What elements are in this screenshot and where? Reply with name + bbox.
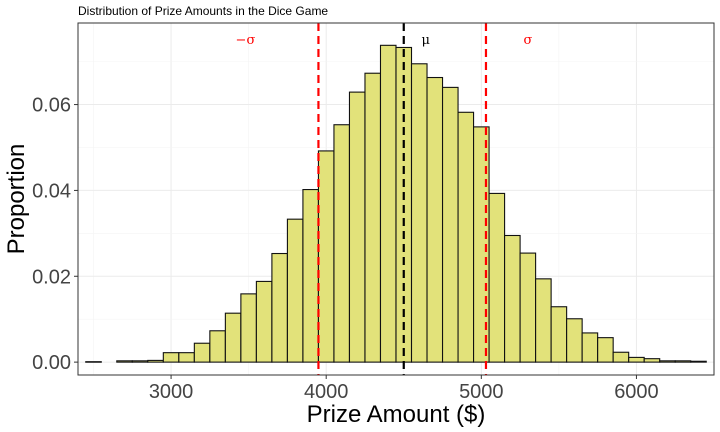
histogram-bar xyxy=(488,192,506,363)
y-tick-label: 0.06 xyxy=(32,95,71,117)
chart-title: Distribution of Prize Amounts in the Dic… xyxy=(78,4,328,18)
histogram-bar xyxy=(441,86,459,363)
histogram-bar xyxy=(597,337,614,363)
x-axis-title: Prize Amount ($) xyxy=(307,401,486,428)
histogram-bar xyxy=(255,280,273,363)
x-tick-label: 5000 xyxy=(459,381,504,403)
histogram-bar xyxy=(612,351,630,363)
histogram-bar xyxy=(690,360,707,363)
y-tick-label: 0.04 xyxy=(32,180,71,202)
x-axis-ticks: 3000 4000 5000 6000 xyxy=(149,375,659,403)
histogram-bar xyxy=(116,360,133,363)
histogram-bars xyxy=(85,44,707,363)
reference-labels: −σ μ σ xyxy=(236,33,533,48)
plot-panel-border xyxy=(77,22,715,376)
reference-label: μ xyxy=(422,33,430,48)
histogram-bar xyxy=(535,278,552,363)
histogram-bar xyxy=(379,44,397,363)
y-axis-title: Proportion xyxy=(3,144,30,255)
histogram-bar xyxy=(659,360,676,363)
histogram-bar xyxy=(519,252,537,363)
y-tick-label: 0.00 xyxy=(32,352,71,374)
y-axis-ticks: 0.00 0.02 0.04 0.06 xyxy=(32,95,78,374)
histogram-bar xyxy=(178,352,195,363)
histogram-bar xyxy=(162,352,180,363)
histogram-bar xyxy=(131,360,149,363)
histogram-bar xyxy=(410,63,428,363)
x-tick-label: 4000 xyxy=(304,381,349,403)
x-tick-label: 6000 xyxy=(614,381,659,403)
reference-label: −σ xyxy=(236,33,256,48)
histogram-bar xyxy=(643,358,661,363)
histogram-bar xyxy=(333,124,351,363)
histogram-bar xyxy=(240,293,257,363)
histogram-bar xyxy=(550,306,568,363)
reference-lines xyxy=(317,23,488,375)
histogram-bar xyxy=(317,150,335,363)
histogram-bar xyxy=(209,330,226,363)
histogram-bar xyxy=(504,234,521,363)
histogram-bar xyxy=(271,252,288,363)
histogram-bar xyxy=(581,332,599,363)
histogram-bar xyxy=(426,76,444,363)
histogram-bar xyxy=(457,111,475,363)
y-tick-label: 0.02 xyxy=(32,266,71,288)
histogram-bar xyxy=(147,359,164,363)
x-tick-label: 3000 xyxy=(149,381,194,403)
histogram-bar xyxy=(193,342,211,363)
histogram-bar xyxy=(302,189,319,363)
histogram-bar xyxy=(364,72,382,363)
histogram-bar xyxy=(674,360,692,363)
histogram-bar xyxy=(286,218,304,363)
histogram-bar xyxy=(348,91,366,363)
histogram-bar xyxy=(628,356,645,363)
reference-label: σ xyxy=(524,33,533,48)
histogram-bar xyxy=(566,318,583,363)
histogram-bar xyxy=(224,312,242,363)
histogram-bar xyxy=(85,361,102,363)
